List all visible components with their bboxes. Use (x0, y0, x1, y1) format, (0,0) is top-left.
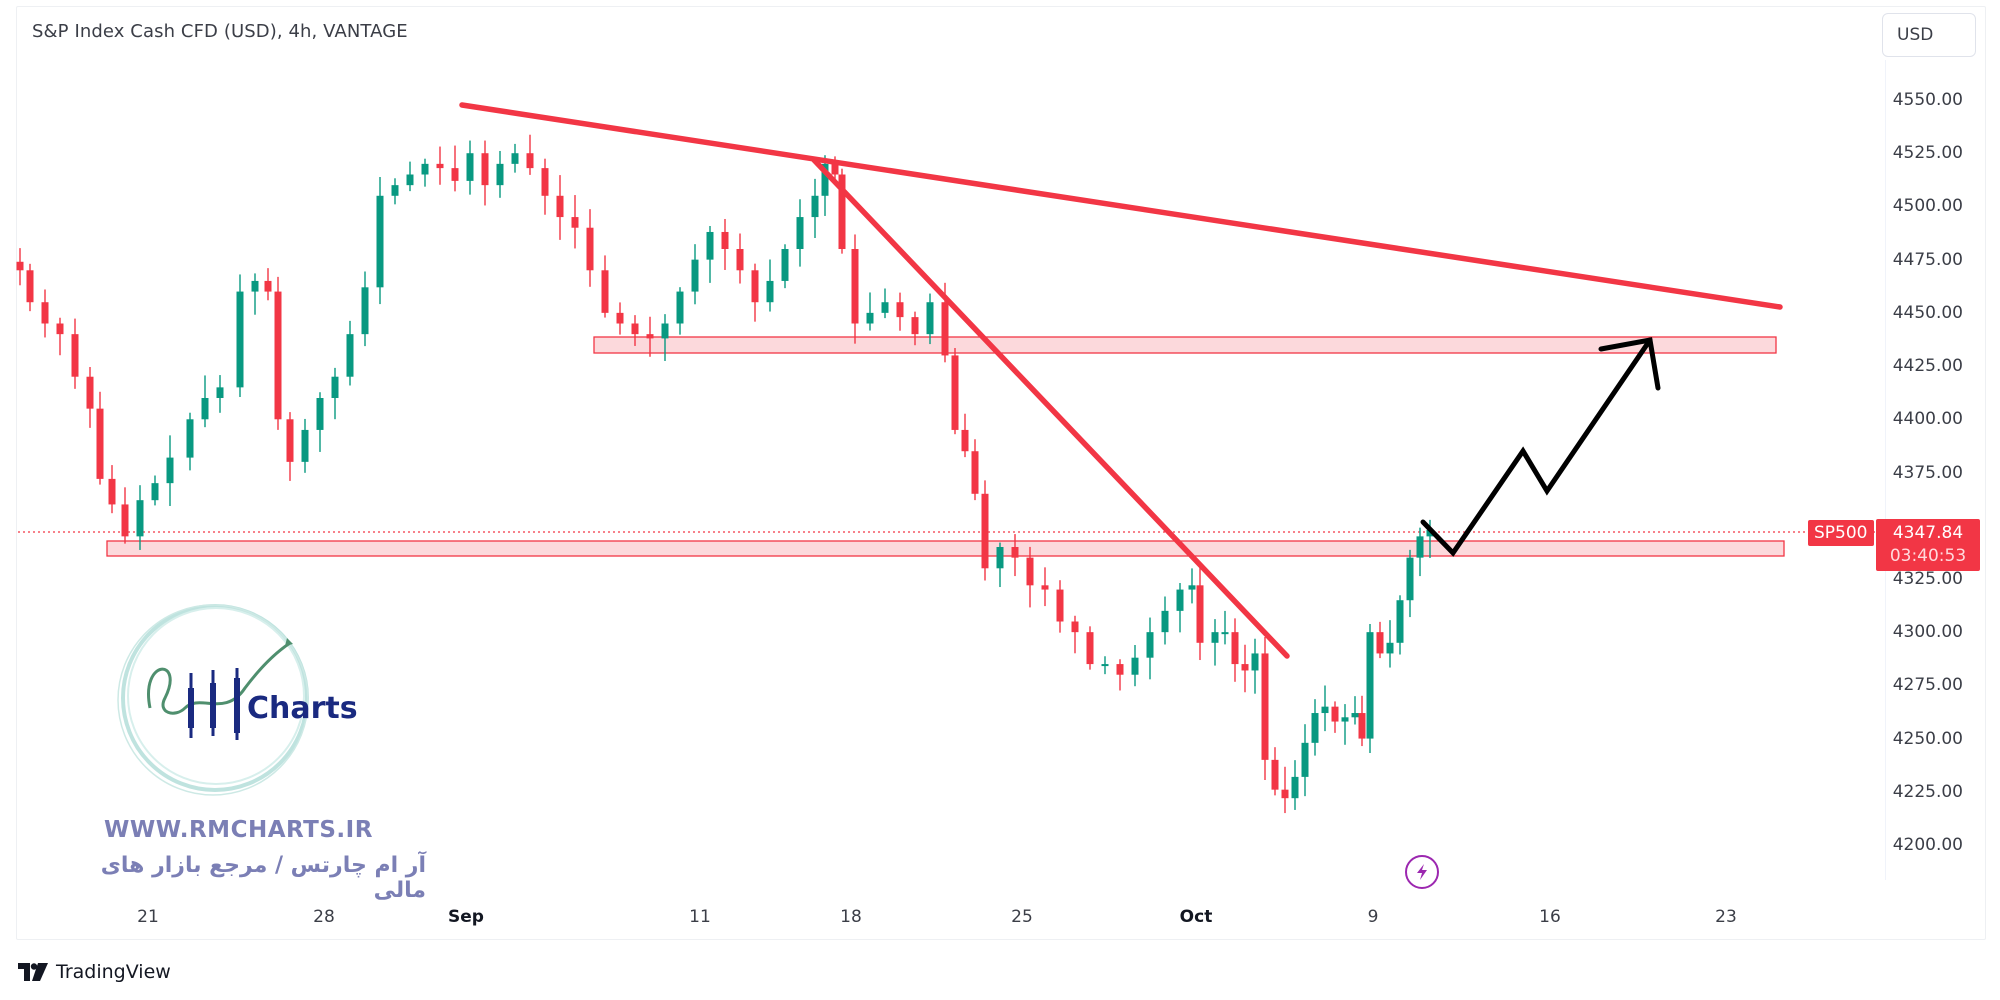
price-tick: 4425.00 (1892, 356, 1963, 377)
symbol-price-label: SP500 (1808, 520, 1874, 546)
time-axis[interactable]: 21 28 Sep 11 18 25 Oct 9 16 23 (16, 895, 1886, 939)
price-tick: 4300.00 (1892, 622, 1963, 643)
price-tick: 4475.00 (1892, 249, 1963, 270)
time-tick: 11 (689, 907, 711, 927)
last-price-value: 4347.84 (1892, 523, 1964, 543)
bar-countdown: 03:40:53 (1889, 546, 1967, 566)
projection-arrowhead-icon (1598, 337, 1661, 391)
candles-layer (16, 134, 1434, 814)
price-scale[interactable]: 4550.00 4525.00 4500.00 4475.00 4450.00 4425.… (1885, 60, 1985, 880)
currency-button[interactable]: USD (1882, 13, 1976, 57)
tradingview-brand: TradingView (56, 961, 171, 983)
time-tick: 25 (1011, 907, 1033, 927)
price-tick: 4525.00 (1892, 143, 1963, 164)
tradingview-footer[interactable]: TradingView (18, 958, 171, 986)
price-tick: 4375.00 (1892, 462, 1963, 483)
time-tick: 9 (1367, 907, 1379, 927)
drawings-layer[interactable] (459, 102, 1783, 659)
time-tick: Oct (1179, 907, 1213, 927)
rmcharts-logo-icon: Charts (117, 604, 358, 796)
price-tick: 4450.00 (1892, 302, 1963, 323)
time-tick: 18 (840, 907, 862, 927)
time-tick: 23 (1715, 907, 1737, 927)
last-price-label: 4347.84 03:40:53 (1876, 519, 1980, 571)
time-tick: Sep (448, 907, 484, 927)
price-tick: 4325.00 (1892, 568, 1963, 589)
projection-arrow[interactable] (1420, 337, 1653, 557)
watermark-url: WWW.RMCHARTS.IR (104, 817, 373, 843)
time-tick: 21 (137, 907, 159, 927)
short-term-trendline[interactable] (811, 157, 1290, 659)
lightning-bolt-icon[interactable] (1405, 855, 1439, 889)
chart-frame[interactable] (16, 6, 1986, 940)
time-tick: 28 (313, 907, 335, 927)
bolt-glyph-icon (1417, 864, 1427, 880)
price-tick: 4500.00 (1892, 196, 1963, 217)
long-term-trendline[interactable] (459, 102, 1783, 310)
zones-layer (106, 336, 1785, 557)
price-tick: 4400.00 (1892, 409, 1963, 430)
rmcharts-logo: Charts (115, 598, 435, 798)
price-tick: 4225.00 (1892, 781, 1963, 802)
price-tick: 4200.00 (1892, 835, 1963, 855)
price-tick: 4275.00 (1892, 675, 1963, 696)
tradingview-logo-icon (18, 963, 48, 981)
price-tick: 4550.00 (1892, 90, 1963, 110)
svg-text:Charts: Charts (247, 691, 358, 726)
time-tick: 16 (1539, 907, 1561, 927)
price-tick: 4250.00 (1892, 728, 1963, 749)
watermark-tagline: آر ام چارتس / مرجع بازار های مالی (100, 853, 426, 903)
chart-title: S&P Index Cash CFD (USD), 4h, VANTAGE (32, 21, 408, 42)
